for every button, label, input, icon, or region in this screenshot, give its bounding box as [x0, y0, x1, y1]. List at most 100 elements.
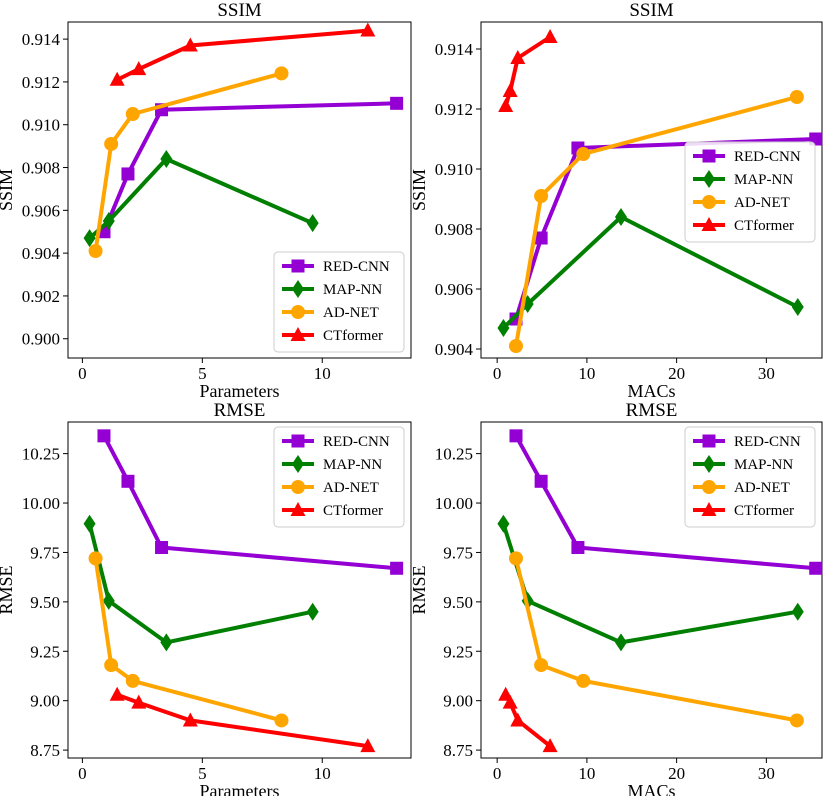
y-tick-label: 0.904	[22, 244, 61, 263]
chart-title: SSIM	[629, 0, 673, 21]
data-point	[576, 147, 591, 161]
data-point	[510, 712, 526, 727]
legend-label: AD-NET	[323, 480, 379, 496]
data-point	[390, 96, 404, 110]
y-tick-label: 0.908	[22, 159, 60, 178]
legend-marker	[702, 149, 716, 163]
x-tick-label: 5	[198, 364, 207, 383]
data-point	[497, 319, 510, 337]
series-line	[514, 557, 798, 723]
series-line	[102, 101, 397, 233]
y-tick-label: 9.25	[30, 642, 60, 661]
series-line	[93, 71, 283, 252]
data-point	[571, 541, 585, 555]
legend-label: MAP-NN	[323, 457, 382, 473]
legend-marker	[701, 502, 717, 516]
y-tick-label: 0.902	[22, 287, 60, 306]
chart-panel-3: RMSE 0 5 10 8.75 9.00 9.25 9.50 9.75 10.00 10.25 Pa…	[0, 400, 412, 796]
legend-label: CTformer	[323, 328, 383, 344]
series-line	[503, 35, 552, 107]
y-tick-label: 10.00	[435, 494, 473, 513]
y-tick-label: 0.914	[22, 30, 61, 49]
plot-frame	[67, 421, 412, 759]
series-red-cnn	[509, 429, 823, 575]
x-axis-label: MACs	[627, 381, 675, 401]
legend-box	[273, 251, 405, 353]
x-axis-label: Parameters	[200, 381, 280, 401]
y-axis-label: SSIM	[0, 169, 16, 211]
chart-panel-4: RMSE 0 10 20 30 8.75 9.00 9.25 9.50 9.75 10.00 10.2…	[409, 400, 823, 796]
series-line	[102, 434, 397, 571]
x-tick-label: 10	[314, 764, 331, 783]
legend-box	[684, 141, 816, 243]
data-point	[160, 149, 173, 168]
data-point	[614, 633, 627, 652]
data-point	[274, 66, 289, 81]
legend-marker	[290, 327, 306, 341]
y-axis-label: SSIM	[409, 169, 429, 211]
series-ad-net	[88, 551, 289, 728]
x-tick-label: 20	[668, 364, 685, 383]
data-point	[534, 658, 549, 673]
data-point	[104, 658, 119, 673]
legend-label: RED-CNN	[323, 434, 390, 450]
data-point	[83, 229, 96, 248]
data-point	[791, 602, 804, 621]
series-map-nn	[497, 514, 804, 652]
y-tick-label: 9.25	[443, 642, 473, 661]
series-ad-net	[508, 90, 804, 353]
series-line	[501, 215, 799, 330]
chart-panel-1: SSIM 0 5 10 0.900 0.902 0.904 0.906 0.908 0.910 0.…	[0, 0, 412, 401]
y-axis-label: RMSE	[409, 565, 429, 614]
x-axis-label: MACs	[627, 781, 675, 796]
legend-label: MAP-NN	[323, 282, 382, 298]
x-tick-label: 0	[78, 364, 87, 383]
chart-panel-2: SSIM 0 10 20 30 0.904 0.906 0.908 0.910 0.912 0.91…	[409, 0, 823, 401]
legend-marker	[290, 502, 306, 516]
x-tick-label: 10	[314, 364, 331, 383]
data-point	[534, 189, 549, 203]
series-line	[501, 523, 799, 645]
series-ad-net	[508, 551, 804, 728]
x-tick-label: 5	[198, 764, 207, 783]
series-ctformer	[498, 29, 558, 112]
legend-label: CTformer	[323, 503, 383, 519]
y-tick-label: 8.75	[443, 741, 473, 760]
data-point	[508, 551, 523, 566]
data-point	[102, 591, 115, 610]
data-point	[83, 514, 96, 533]
y-tick-label: 9.00	[30, 692, 60, 711]
data-point	[88, 551, 103, 566]
series-red-cnn	[97, 96, 404, 239]
data-point	[542, 738, 558, 753]
data-point	[131, 61, 147, 76]
series-line	[116, 28, 368, 82]
data-point	[614, 208, 627, 226]
chart-title: RMSE	[626, 400, 678, 421]
data-point	[510, 50, 526, 64]
chart-title: SSIM	[217, 0, 261, 21]
legend: RED-CNN MAP-NN AD-NET CTformer	[273, 251, 405, 353]
data-point	[182, 712, 198, 727]
legend-box	[684, 426, 816, 528]
data-point	[497, 514, 510, 533]
series-ctformer	[109, 686, 376, 753]
legend-marker	[291, 259, 305, 273]
legend-marker	[702, 195, 716, 209]
y-axis-label: RMSE	[0, 565, 16, 614]
data-point	[390, 561, 404, 575]
legend-marker	[702, 480, 716, 494]
data-point	[789, 713, 804, 728]
series-line	[514, 95, 798, 347]
legend-label: RED-CNN	[323, 259, 390, 275]
x-tick-label: 10	[578, 364, 595, 383]
legend-label: MAP-NN	[734, 457, 793, 473]
data-point	[97, 429, 111, 443]
y-tick-label: 9.75	[443, 543, 473, 562]
data-point	[88, 243, 103, 258]
data-point	[109, 686, 125, 701]
legend-box	[273, 426, 405, 528]
legend-label: MAP-NN	[734, 172, 793, 188]
legend-label: RED-CNN	[734, 434, 801, 450]
